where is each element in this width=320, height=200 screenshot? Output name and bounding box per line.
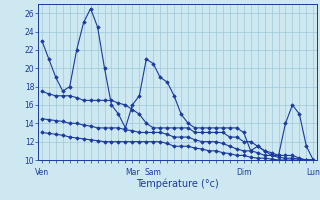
X-axis label: Température (°c): Température (°c) bbox=[136, 178, 219, 189]
